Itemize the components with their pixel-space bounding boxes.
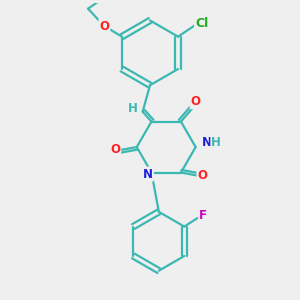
Text: O: O [99,20,109,33]
Text: O: O [190,95,201,108]
Text: Cl: Cl [195,17,208,30]
Text: H: H [128,102,137,115]
Text: H: H [211,136,221,149]
Text: N: N [202,136,212,149]
Text: N: N [143,167,153,181]
Text: O: O [110,143,120,157]
Text: F: F [199,209,207,222]
Text: O: O [197,169,207,182]
